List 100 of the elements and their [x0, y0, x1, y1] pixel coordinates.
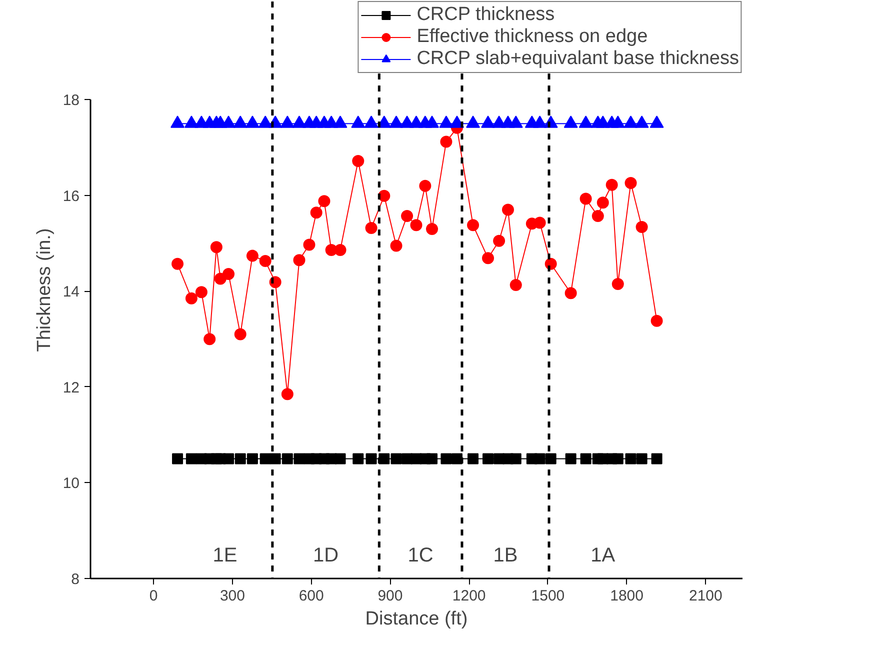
point [534, 216, 546, 229]
point [612, 453, 624, 464]
point [610, 116, 625, 128]
point [333, 116, 348, 128]
point [259, 255, 272, 268]
point [303, 238, 316, 251]
annotation: 1E [212, 544, 238, 566]
point [293, 254, 306, 266]
point [294, 453, 305, 464]
point [482, 453, 494, 464]
point [292, 116, 306, 128]
point [510, 453, 522, 464]
point [234, 453, 246, 464]
annotation: 1A [590, 544, 616, 566]
point [246, 453, 258, 464]
point [334, 244, 346, 256]
y-tick-label: 18 [62, 92, 80, 110]
x-tick-label: 1500 [531, 588, 565, 604]
point [510, 278, 522, 291]
point [245, 116, 260, 128]
point [389, 116, 404, 128]
point [592, 210, 604, 222]
point [390, 453, 402, 464]
annotation: 1B [493, 544, 518, 566]
point [578, 116, 593, 128]
point [439, 116, 454, 128]
x-axis-title: Distance (ft) [365, 608, 468, 630]
point [281, 388, 294, 400]
point [233, 116, 248, 128]
x-tick-label: 1800 [610, 588, 644, 604]
x-tick-label: 1200 [452, 588, 486, 604]
point [170, 116, 185, 128]
point [365, 222, 378, 234]
point [606, 178, 618, 191]
point [172, 258, 184, 270]
point [352, 154, 364, 167]
legend-label: Effective thickness on edge [416, 26, 648, 48]
y-tick-label: 8 [71, 571, 80, 588]
annotation: 1C [408, 544, 434, 566]
point [195, 286, 208, 298]
legend-label: CRCP thickness [416, 4, 555, 26]
point [223, 453, 234, 464]
point [636, 221, 648, 234]
point [378, 453, 390, 464]
point [493, 234, 506, 247]
x-tick-label: 2100 [689, 588, 722, 604]
point [532, 116, 547, 128]
point [624, 116, 638, 128]
point [334, 453, 346, 464]
point [650, 116, 664, 128]
point [246, 250, 258, 262]
point [366, 453, 377, 464]
point [502, 204, 514, 216]
point [565, 453, 576, 464]
point [419, 180, 432, 192]
point [222, 116, 236, 128]
point [185, 292, 198, 304]
annotation: 1D [313, 544, 339, 566]
point [260, 453, 271, 464]
point [234, 328, 246, 340]
point [204, 333, 216, 346]
point [596, 196, 609, 209]
point [508, 116, 523, 128]
point [352, 453, 364, 464]
y-tick-label: 16 [62, 188, 80, 205]
point [364, 116, 378, 128]
point [426, 222, 438, 235]
point [468, 453, 479, 464]
point [466, 116, 480, 128]
point [650, 314, 663, 327]
point [534, 453, 546, 464]
point [564, 116, 578, 128]
point [625, 453, 636, 464]
y-axis-title: Thickness (in.) [34, 228, 55, 352]
point [440, 453, 452, 464]
point [580, 453, 592, 464]
point [481, 116, 496, 128]
point [258, 116, 272, 128]
legend-label: CRCP slab+equivalant base thickness [416, 48, 739, 70]
point [172, 453, 184, 464]
point [222, 268, 235, 280]
point [184, 116, 198, 128]
point [651, 453, 662, 464]
x-tick-label: 0 [149, 588, 158, 604]
x-tick-label: 300 [220, 588, 245, 604]
point [282, 453, 293, 464]
point [451, 453, 462, 464]
y-tick-label: 10 [62, 475, 80, 492]
point [634, 116, 649, 128]
x-tick-label: 900 [378, 588, 403, 604]
point [425, 116, 440, 128]
point [210, 241, 222, 254]
point [410, 219, 422, 232]
point [280, 116, 294, 128]
point [564, 287, 577, 300]
point [467, 219, 480, 232]
point [624, 176, 637, 189]
point [186, 453, 197, 464]
y-tick-label: 12 [62, 379, 80, 396]
point [401, 210, 414, 222]
